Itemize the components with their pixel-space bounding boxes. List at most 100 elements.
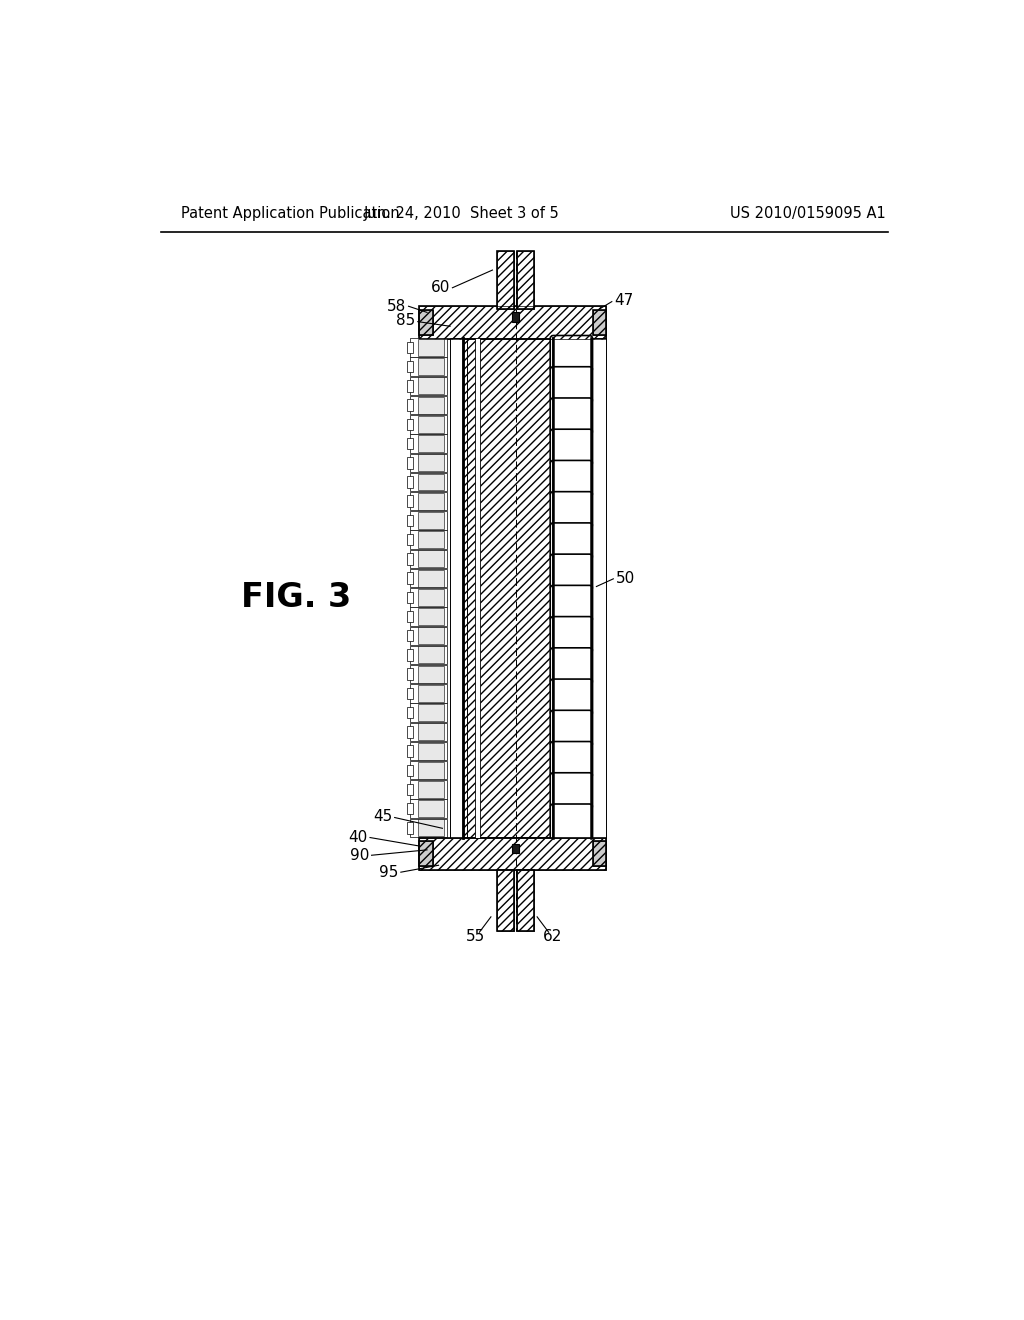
- Bar: [410, 531, 447, 549]
- Bar: [418, 339, 444, 356]
- Bar: [410, 549, 447, 568]
- Bar: [407, 573, 413, 583]
- Text: 62: 62: [543, 928, 562, 944]
- Bar: [418, 589, 444, 606]
- Text: 60: 60: [431, 280, 451, 296]
- Bar: [418, 512, 444, 529]
- Bar: [418, 454, 444, 471]
- Bar: [410, 434, 447, 453]
- Bar: [407, 611, 413, 622]
- Bar: [410, 800, 447, 818]
- Text: FIG. 3: FIG. 3: [241, 581, 351, 614]
- Bar: [407, 803, 413, 814]
- Text: 85: 85: [396, 313, 416, 327]
- Bar: [418, 723, 444, 741]
- Bar: [418, 396, 444, 413]
- FancyBboxPatch shape: [550, 461, 593, 496]
- Bar: [517, 251, 535, 309]
- Bar: [418, 474, 444, 491]
- Text: 58: 58: [387, 298, 407, 314]
- FancyBboxPatch shape: [550, 397, 593, 434]
- Bar: [497, 870, 514, 932]
- Bar: [418, 492, 444, 510]
- Bar: [418, 665, 444, 682]
- Bar: [419, 310, 433, 335]
- Bar: [407, 380, 413, 392]
- Text: US 2010/0159095 A1: US 2010/0159095 A1: [730, 206, 886, 222]
- FancyBboxPatch shape: [550, 585, 593, 622]
- Text: 50: 50: [615, 570, 635, 586]
- FancyBboxPatch shape: [550, 523, 593, 558]
- Bar: [593, 841, 606, 866]
- Bar: [407, 764, 413, 776]
- Bar: [418, 550, 444, 568]
- Bar: [593, 310, 606, 335]
- Bar: [418, 627, 444, 644]
- Bar: [418, 358, 444, 375]
- Bar: [410, 742, 447, 760]
- Bar: [407, 553, 413, 565]
- Bar: [407, 515, 413, 527]
- Bar: [418, 570, 444, 586]
- Bar: [410, 358, 447, 376]
- Bar: [410, 589, 447, 606]
- Bar: [407, 784, 413, 795]
- Bar: [407, 360, 413, 372]
- Bar: [410, 684, 447, 702]
- Bar: [517, 251, 535, 309]
- Bar: [407, 457, 413, 469]
- Text: Jun. 24, 2010  Sheet 3 of 5: Jun. 24, 2010 Sheet 3 of 5: [364, 206, 559, 222]
- Bar: [410, 414, 447, 433]
- Bar: [418, 609, 444, 624]
- FancyBboxPatch shape: [550, 710, 593, 746]
- Bar: [517, 870, 535, 932]
- Bar: [410, 454, 447, 473]
- Bar: [418, 416, 444, 433]
- Bar: [407, 342, 413, 354]
- Bar: [410, 376, 447, 395]
- Text: 40: 40: [348, 830, 368, 845]
- FancyBboxPatch shape: [550, 616, 593, 652]
- Text: 90: 90: [350, 847, 370, 863]
- Bar: [407, 746, 413, 756]
- Text: 45: 45: [373, 809, 392, 824]
- Bar: [419, 306, 606, 339]
- Bar: [591, 338, 606, 838]
- Bar: [410, 704, 447, 722]
- Bar: [419, 310, 433, 335]
- Bar: [410, 511, 447, 529]
- Bar: [407, 630, 413, 642]
- Bar: [410, 762, 447, 780]
- Bar: [410, 473, 447, 491]
- FancyBboxPatch shape: [550, 772, 593, 809]
- FancyBboxPatch shape: [550, 648, 593, 684]
- Bar: [418, 647, 444, 664]
- Bar: [407, 822, 413, 834]
- Bar: [418, 762, 444, 779]
- Bar: [593, 310, 606, 335]
- Text: 95: 95: [379, 866, 398, 880]
- Bar: [410, 665, 447, 684]
- Bar: [407, 726, 413, 738]
- Bar: [410, 645, 447, 664]
- Bar: [451, 338, 463, 838]
- Bar: [407, 591, 413, 603]
- FancyBboxPatch shape: [550, 491, 593, 528]
- Bar: [418, 436, 444, 451]
- Bar: [463, 338, 553, 838]
- Bar: [410, 492, 447, 511]
- Bar: [418, 743, 444, 759]
- Bar: [463, 338, 553, 838]
- Bar: [410, 569, 447, 587]
- Bar: [410, 607, 447, 626]
- Bar: [418, 378, 444, 395]
- Bar: [407, 400, 413, 411]
- Bar: [418, 685, 444, 702]
- Bar: [419, 306, 606, 339]
- FancyBboxPatch shape: [550, 367, 593, 403]
- Bar: [418, 781, 444, 799]
- FancyBboxPatch shape: [550, 678, 593, 715]
- Bar: [512, 843, 519, 853]
- FancyBboxPatch shape: [550, 742, 593, 777]
- Bar: [593, 841, 606, 866]
